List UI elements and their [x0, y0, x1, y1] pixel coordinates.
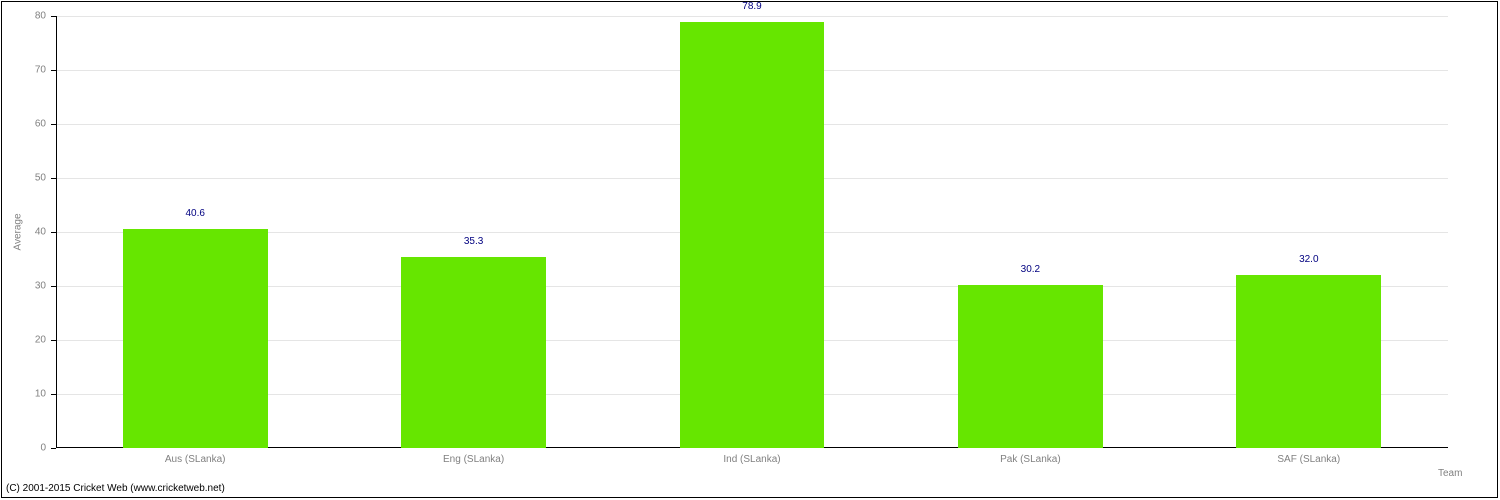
- bar: [1236, 275, 1381, 448]
- bar-value-label: 40.6: [185, 208, 204, 219]
- bar: [123, 229, 268, 448]
- y-tick-mark: [51, 394, 56, 395]
- bar-value-label: 35.3: [464, 236, 483, 247]
- y-axis-title: Average: [13, 213, 24, 250]
- y-tick-mark: [51, 340, 56, 341]
- y-tick-label: 20: [35, 335, 46, 346]
- grid-line: [57, 16, 1448, 17]
- bar: [958, 285, 1103, 448]
- x-axis-title: Team: [1438, 468, 1462, 479]
- bar-value-label: 32.0: [1299, 254, 1318, 265]
- y-tick-mark: [51, 70, 56, 71]
- x-tick-label: Ind (SLanka): [723, 454, 780, 465]
- y-tick-label: 0: [40, 443, 46, 454]
- y-tick-mark: [51, 124, 56, 125]
- y-tick-label: 80: [35, 11, 46, 22]
- y-tick-mark: [51, 178, 56, 179]
- y-tick-mark: [51, 448, 56, 449]
- y-tick-label: 10: [35, 389, 46, 400]
- y-tick-label: 70: [35, 65, 46, 76]
- copyright-text: (C) 2001-2015 Cricket Web (www.cricketwe…: [6, 483, 225, 494]
- y-tick-mark: [51, 286, 56, 287]
- y-tick-mark: [51, 16, 56, 17]
- y-tick-label: 50: [35, 173, 46, 184]
- y-tick-label: 30: [35, 281, 46, 292]
- x-tick-label: SAF (SLanka): [1277, 454, 1340, 465]
- bar-value-label: 78.9: [742, 1, 761, 12]
- plot-area: 0102030405060708040.6Aus (SLanka)35.3Eng…: [56, 16, 1448, 448]
- y-tick-mark: [51, 232, 56, 233]
- y-tick-label: 60: [35, 119, 46, 130]
- x-tick-label: Pak (SLanka): [1000, 454, 1061, 465]
- x-tick-label: Eng (SLanka): [443, 454, 504, 465]
- chart-frame: 0 10 20 30 40 50 60 70 80 40.6 Aus (SLanka) 35.3 Eng…: [1, 1, 1498, 498]
- y-tick-label: 40: [35, 227, 46, 238]
- bar: [401, 257, 546, 448]
- x-tick-label: Aus (SLanka): [165, 454, 226, 465]
- bar: [680, 22, 825, 448]
- bar-value-label: 30.2: [1021, 264, 1040, 275]
